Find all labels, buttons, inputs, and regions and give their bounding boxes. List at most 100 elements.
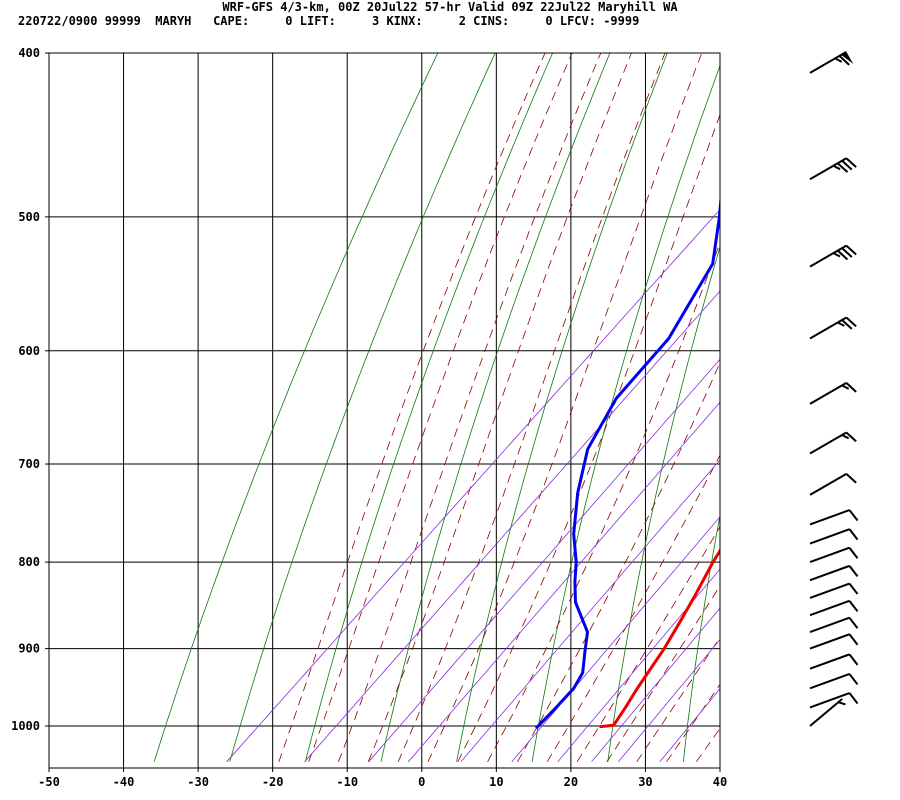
y-tick-label: 1000 (11, 719, 40, 733)
barb-staff (809, 528, 850, 545)
barb-feather (845, 473, 857, 484)
stability-indices: 220722/0900 99999 MARYH CAPE: 0 LIFT: 3 … (18, 14, 640, 28)
barb-feather (848, 653, 859, 666)
dry-adiabat (607, 245, 720, 762)
y-tick-label: 900 (18, 642, 40, 656)
chart-title: WRF-GFS 4/3-km, 00Z 20Jul22 57-hr Valid … (222, 0, 678, 14)
mixing-ratio-line (460, 459, 720, 763)
wind-barb (809, 509, 859, 526)
barb-feather (848, 565, 859, 577)
x-tick-label: -40 (113, 775, 135, 789)
barb-feather (848, 617, 859, 629)
wind-barbs (809, 51, 859, 727)
wind-barb (809, 244, 857, 268)
mixing-ratio-line (304, 290, 720, 763)
moist-adiabat (427, 53, 703, 762)
dry-adiabat (683, 513, 720, 762)
dry-adiabat (153, 53, 439, 762)
dry-adiabat (531, 64, 720, 762)
moist-adiabat (338, 53, 602, 762)
barb-feather (848, 633, 859, 646)
mixing-ratio-line (511, 516, 720, 763)
wind-barb (809, 382, 857, 405)
dry-adiabat (229, 53, 496, 762)
barb-feather (845, 316, 857, 328)
barb-staff (809, 616, 850, 634)
barb-feather (841, 384, 850, 390)
x-tick-label: -30 (187, 775, 209, 789)
barb-staff (809, 564, 850, 582)
x-tick-label: 30 (638, 775, 652, 789)
mixing-ratio-line (368, 358, 720, 763)
wind-barb (809, 51, 854, 74)
y-tick-label: 400 (18, 46, 40, 60)
barb-staff (809, 546, 850, 564)
dry-adiabat (380, 53, 611, 762)
y-tick-label: 800 (18, 555, 40, 569)
sounding-traces (535, 193, 720, 730)
wind-barb (809, 633, 859, 650)
barb-feather (837, 162, 849, 173)
y-axis: 400 500 600 700 800 900 1000 (11, 46, 49, 733)
moist-adiabat (546, 454, 720, 763)
x-tick-label: 10 (489, 775, 503, 789)
barb-feather (832, 164, 841, 171)
mixing-ratio-line (226, 209, 720, 763)
barb-feather (841, 247, 853, 258)
barb-staff (809, 157, 847, 181)
wind-barb (809, 692, 859, 709)
wind-barb (809, 653, 859, 670)
x-axis: -50 -40 -30 -20 -10 0 10 20 30 40 (38, 768, 727, 789)
wind-barb (809, 599, 859, 617)
barb-staff (809, 316, 847, 340)
barb-feather (838, 55, 850, 66)
barb-staff (809, 633, 850, 650)
wind-barb (809, 582, 859, 599)
barb-feather (845, 431, 857, 443)
barb-feather (837, 249, 849, 261)
barb-staff (809, 509, 850, 526)
barb-staff (809, 582, 850, 599)
barb-feather (845, 157, 857, 168)
wind-barb (809, 698, 846, 727)
plot-frame (48, 52, 721, 769)
moist-adiabat (308, 53, 573, 762)
plot-background (49, 53, 720, 768)
barb-feather (845, 244, 857, 256)
moist-adiabat (695, 727, 720, 763)
wind-barb (809, 564, 859, 582)
barb-feather (841, 434, 850, 440)
barb-feather (845, 382, 857, 393)
wind-barb (809, 673, 859, 690)
y-tick-label: 500 (18, 210, 40, 224)
barb-feather (848, 673, 859, 686)
moist-adiabat (457, 113, 720, 762)
barb-staff (809, 653, 850, 670)
barb-staff (809, 698, 843, 727)
wind-barb (809, 616, 859, 634)
y-tick-label: 600 (18, 344, 40, 358)
mixing-ratio-line (591, 607, 720, 763)
barb-staff (809, 431, 847, 455)
x-tick-label: 20 (564, 775, 578, 789)
x-tick-label: 40 (713, 775, 727, 789)
barb-feather (832, 252, 841, 258)
barb-staff (809, 692, 850, 709)
barb-feather (841, 319, 853, 330)
barb-feather (848, 547, 859, 559)
dewpoint-trace (535, 193, 720, 730)
barb-staff (809, 382, 847, 405)
moist-adiabat (367, 53, 632, 762)
moist-adiabat (278, 53, 546, 762)
moist-adiabat (487, 241, 720, 762)
x-tick-label: -20 (262, 775, 284, 789)
x-tick-label: 0 (418, 775, 425, 789)
barb-feather (848, 692, 859, 705)
barb-pennant (841, 51, 854, 65)
mixing-ratio-line (618, 638, 720, 763)
barb-staff (809, 472, 847, 496)
barb-staff (809, 673, 850, 690)
temperature-trace (599, 547, 720, 729)
x-tick-label: -10 (336, 775, 358, 789)
